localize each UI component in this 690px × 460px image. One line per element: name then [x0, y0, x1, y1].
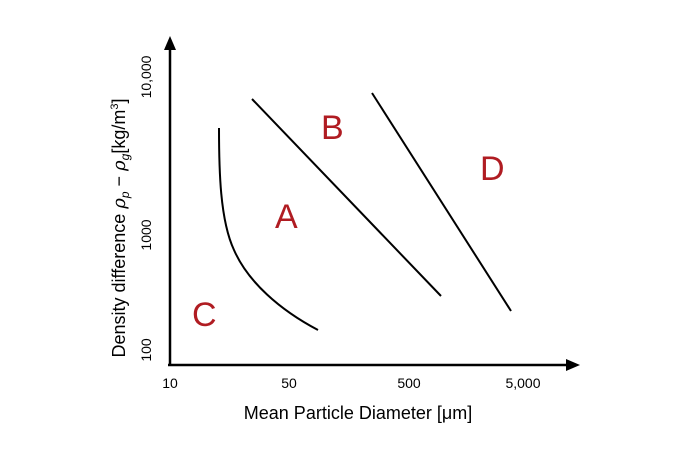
y-axis-rho-p: ρ — [109, 198, 130, 210]
boundary-ca — [218, 127, 319, 331]
x-tick-label: 50 — [281, 375, 297, 391]
y-axis-unit-exp: 3 — [109, 104, 121, 110]
region-label-d: D — [480, 150, 505, 188]
y-tick-label: 100 — [138, 338, 154, 362]
region-label-c: C — [192, 296, 217, 334]
x-tick-label: 10 — [162, 375, 178, 391]
y-tick-label: 10,000 — [138, 55, 154, 98]
y-axis-arrow — [164, 36, 176, 50]
y-tick-label: 1000 — [138, 219, 154, 250]
region-label-b: B — [321, 109, 344, 147]
y-axis-unit-close: ] — [109, 99, 129, 104]
y-axis-unit: [kg/m — [109, 110, 129, 154]
x-tick-label: 500 — [397, 375, 421, 391]
y-axis-sub-p: p — [118, 191, 132, 199]
y-axis-title: Density difference ρp − ρg[kg/m3] — [109, 99, 132, 358]
boundary-bd — [371, 92, 512, 312]
y-axis-title-prefix: Density difference — [109, 209, 129, 358]
y-axis-rho-g: ρ — [109, 160, 130, 172]
x-axis-arrow — [566, 359, 580, 371]
region-label-a: A — [275, 198, 298, 236]
x-axis-title: Mean Particle Diameter [μm] — [244, 403, 472, 423]
x-tick-label: 5,000 — [505, 375, 540, 391]
y-axis-minus: − — [109, 171, 129, 192]
y-axis-sub-g: g — [118, 153, 132, 160]
boundary-ab — [251, 98, 442, 297]
